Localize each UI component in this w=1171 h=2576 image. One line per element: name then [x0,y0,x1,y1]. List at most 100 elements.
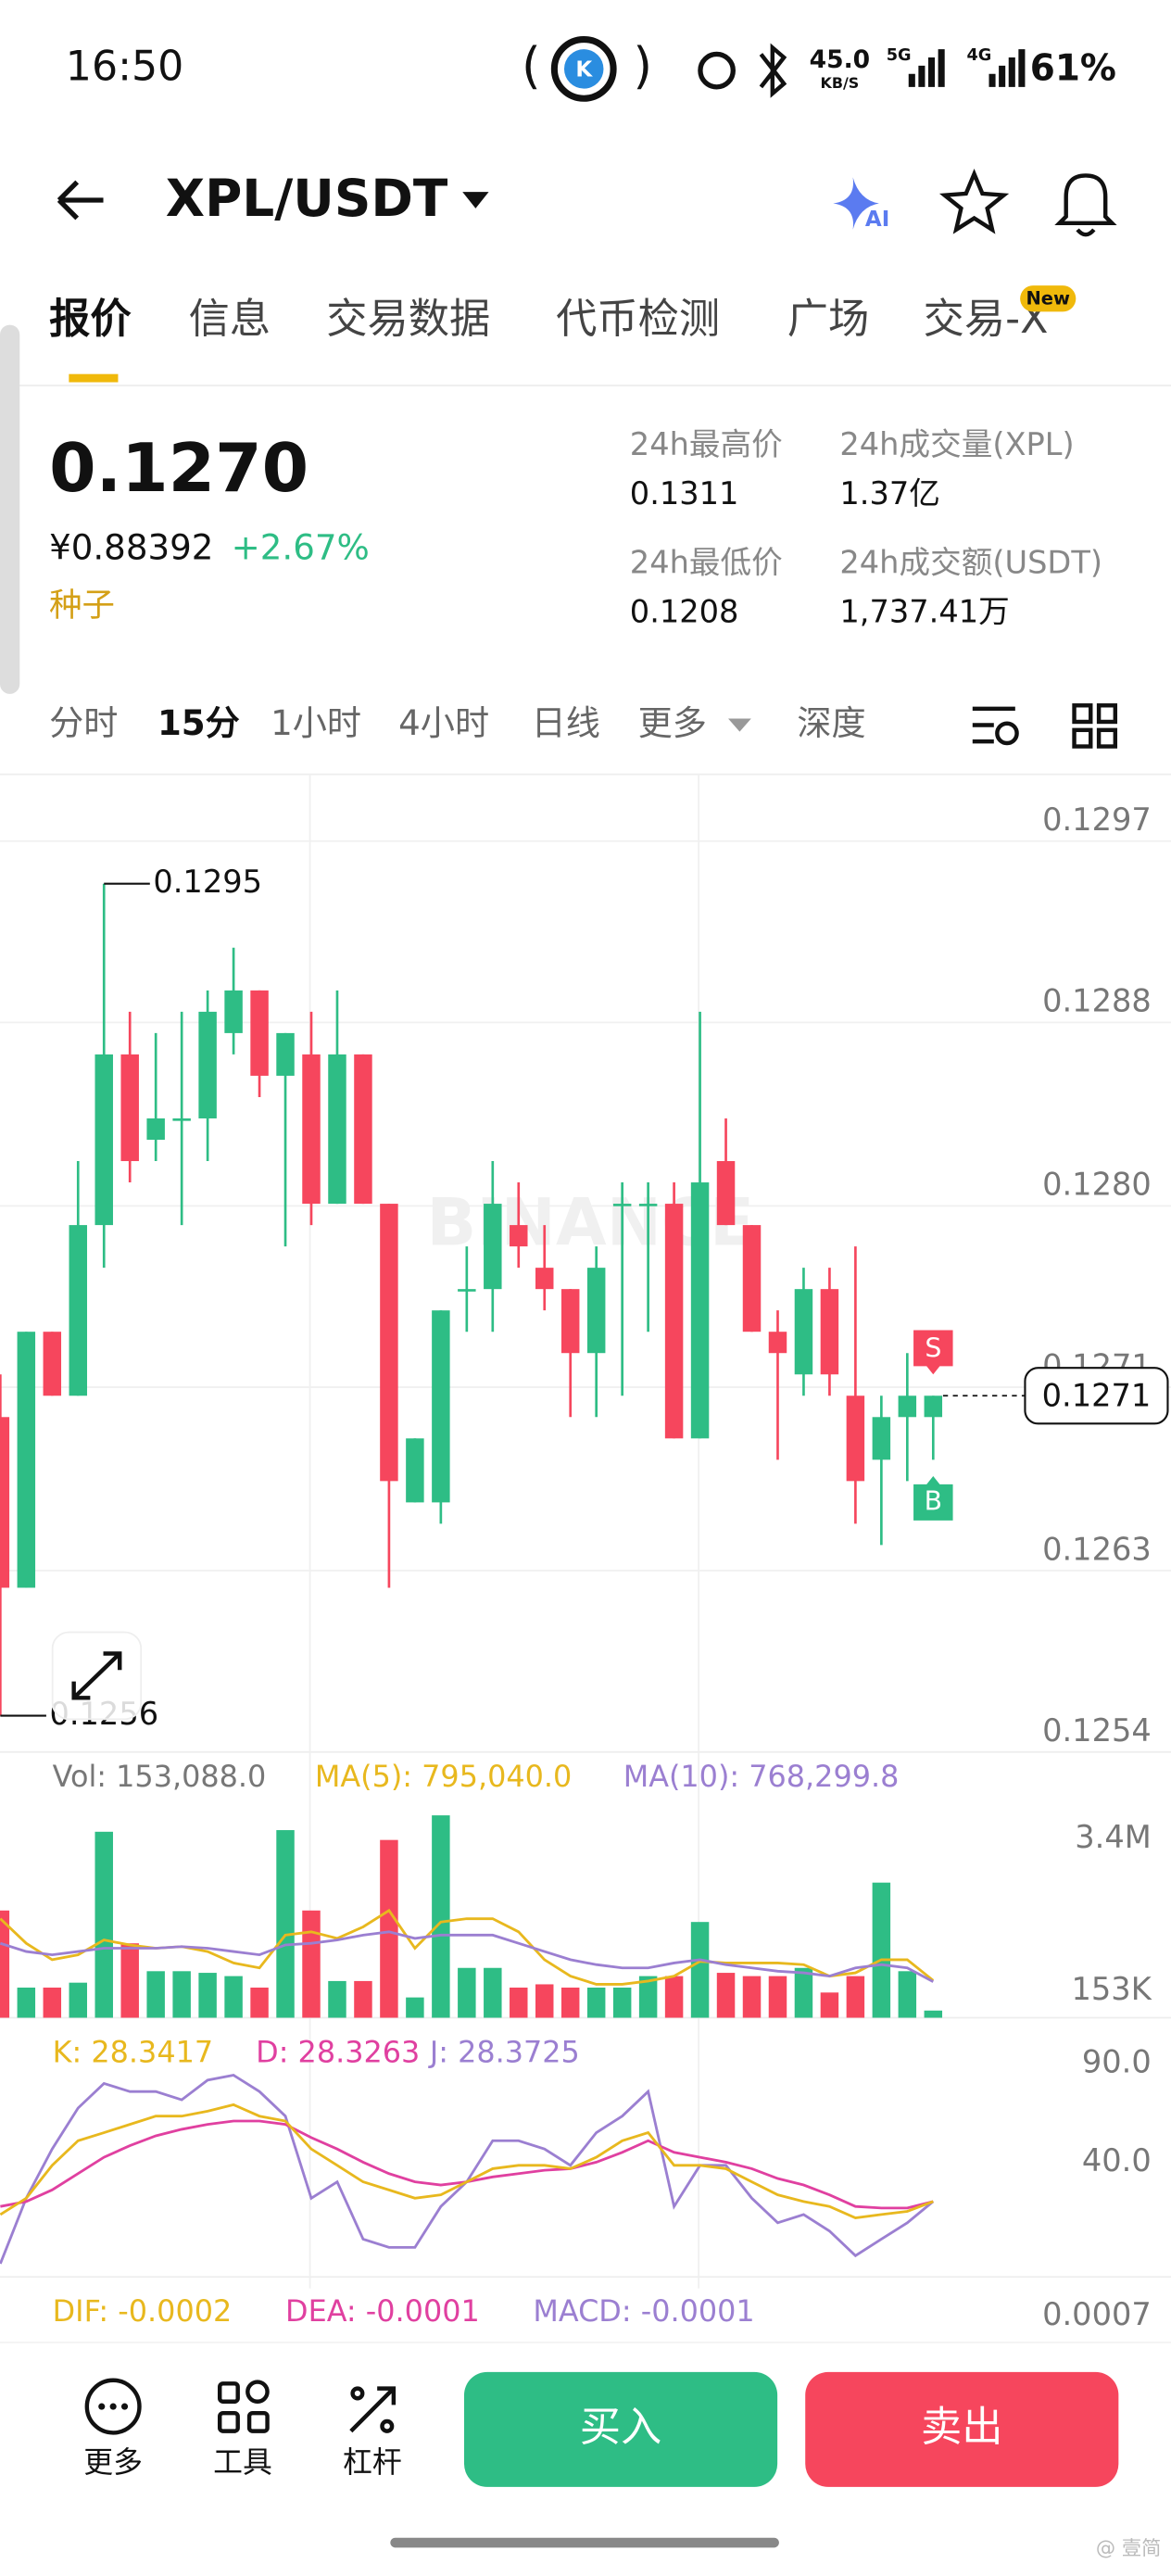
volume-bar [354,1980,372,2018]
interval[interactable]: 15分 [157,702,240,743]
candle-body [535,1268,554,1290]
tab[interactable]: 报价 [49,296,132,343]
candle-body [898,1395,917,1418]
volume-bar [690,1922,710,2018]
stat-label: 24h最高价 [630,426,783,462]
price-change: +2.67% [232,527,370,568]
tab[interactable]: 广场 [787,296,870,343]
candle-body [198,1011,217,1118]
layout-button[interactable] [1072,703,1118,749]
candle-body [380,1204,398,1482]
sell-marker [913,1330,953,1375]
candle-body [0,1417,10,1588]
sell-marker-label: S [925,1333,941,1364]
sell-button[interactable] [805,2371,1119,2487]
candle-body [872,1417,891,1460]
volume-bar [224,1976,243,2018]
volume-bar [535,1984,554,2018]
interval[interactable]: 1小时 [271,702,361,743]
tab[interactable]: 代币检测 [556,296,720,343]
battery: 61% [1030,48,1116,90]
volume-bar [612,1987,632,2018]
candle-body [612,1204,632,1206]
y-tick-label: 153K [1072,1971,1152,2007]
buy-button[interactable] [463,2371,778,2487]
toolbar-label[interactable]: 杠杆 [343,2444,402,2480]
tools-icon[interactable] [218,2380,270,2433]
back-button[interactable] [57,180,104,221]
interval[interactable]: 日线 [532,702,600,743]
fullscreen-button[interactable] [51,1631,143,1721]
volume-bar [820,1992,839,2018]
alert-button[interactable] [1054,173,1117,237]
stat-label: 24h成交额(USDT) [839,545,1102,581]
credit: @ 壹简 [1096,2537,1161,2560]
more-dropdown[interactable] [728,718,751,732]
stat-value: 0.1208 [630,594,739,630]
ai-badge[interactable]: AI [865,208,889,232]
pair-dropdown[interactable] [462,192,489,208]
volume-bar [510,1987,528,2018]
more-icon[interactable] [84,2378,142,2435]
tab[interactable]: 信息 [189,296,271,343]
home-indicator [390,2537,779,2548]
signal-icon [908,49,945,87]
side-handle [0,324,20,694]
interval-bar: 分时 15分 1小时 4小时 日线 更多 深度 [49,702,866,743]
new-badge: New [1026,288,1069,309]
net-speed-unit: KB/S [821,74,860,92]
macd-label: DIF: -0.0002 [53,2293,233,2329]
volume-bar [560,1987,580,2018]
volume-bar [638,1976,658,2018]
interval[interactable]: 分时 [49,702,118,743]
time: 16:50 [66,43,184,90]
interval[interactable]: 4小时 [398,702,489,743]
legend-entry: D: 28.3263 [256,2034,420,2069]
last-price-label: 0.1271 [1042,1378,1152,1414]
volume-bar [898,1971,917,2018]
favorite-button[interactable] [938,168,1010,234]
stat-label: 24h成交量(XPL) [839,426,1074,462]
volume-bar [586,1987,606,2018]
tab[interactable]: 交易数据 [326,296,490,343]
candle-body [458,1289,476,1292]
buy-label[interactable]: 买入 [580,2404,662,2451]
toolbar-label[interactable]: 更多 [83,2444,143,2480]
bracket: ( [522,37,541,95]
legend-entry: MA(10): 768,299.8 [623,1759,900,1794]
volume-bar [43,1987,62,2018]
candle-body [510,1225,528,1247]
volume-bar [17,1987,36,2018]
high-label: 0.1295 [153,864,262,900]
candle-body [690,1182,710,1439]
candle-body [768,1332,787,1354]
interval[interactable]: 更多 [638,702,707,743]
candle-body [432,1310,450,1503]
leverage-icon[interactable] [349,2386,397,2433]
indicator-settings[interactable] [972,706,1019,746]
macd-label: MACD: -0.0001 [533,2293,754,2329]
toolbar-label[interactable]: 工具 [213,2444,272,2480]
toolbar: 更多 工具 杠杆 [83,2444,401,2480]
candle-body [17,1332,36,1588]
sell-label[interactable]: 卖出 [921,2404,1003,2451]
volume-bar [302,1910,321,2018]
volume-bar [406,1997,424,2018]
candle-body [846,1395,865,1482]
charts: BINANCE0.12970.12880.12800.12710.12630.1… [0,802,1171,2265]
volume-bar [458,1967,476,2018]
candle-body [716,1161,736,1226]
y-tick-label: 0.0007 [1042,2296,1152,2332]
ai-icon[interactable] [833,177,879,230]
y-tick-label: 40.0 [1082,2142,1152,2178]
candle-body [172,1118,191,1121]
pair-title[interactable]: XPL/USDT [166,169,448,228]
candle-body [120,1054,139,1162]
candle-body [146,1118,165,1141]
buy-marker-label: B [925,1485,942,1516]
stats: 24h最高价 0.1311 24h成交量(XPL) 1.37亿 24h最低价 0.1208… [630,426,1102,630]
app-icon-inner [563,49,604,89]
kdj-line [0,2074,935,2265]
candle-body [484,1204,502,1290]
interval[interactable]: 深度 [797,702,865,743]
